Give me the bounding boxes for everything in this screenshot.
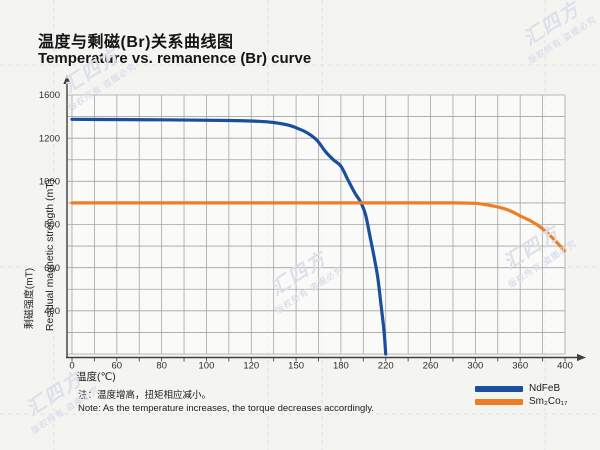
footnote-zh: 注：温度增高，扭矩相应减小。 — [78, 390, 212, 401]
svg-text:600: 600 — [44, 263, 60, 274]
svg-text:360: 360 — [512, 361, 528, 372]
legend-item-ndfeb: NdFeB — [475, 382, 567, 395]
y-axis-title-en: Residual magnetic strength (mT) — [44, 178, 56, 332]
svg-text:180: 180 — [333, 361, 349, 372]
chart-title-en: Temperature vs. remanence (Br) curve — [38, 50, 312, 67]
svg-text:260: 260 — [423, 361, 439, 372]
sm2co17-color-swatch — [475, 398, 523, 405]
legend-label-ndfeb: NdFeB — [529, 383, 561, 394]
ndfeb-color-swatch — [475, 385, 523, 392]
svg-text:400: 400 — [44, 306, 60, 317]
x-axis-title: 温度(℃) — [76, 371, 116, 383]
footnote-en: Note: As the temperature increases, the … — [78, 402, 375, 414]
svg-text:100: 100 — [199, 361, 215, 372]
svg-text:1000: 1000 — [39, 177, 60, 188]
svg-text:80: 80 — [156, 361, 167, 372]
svg-text:400: 400 — [557, 361, 573, 372]
svg-text:150: 150 — [288, 361, 304, 372]
chart-legend: NdFeB Sm₂Co₁₇ — [475, 382, 567, 408]
svg-text:1200: 1200 — [39, 133, 60, 144]
svg-text:220: 220 — [378, 361, 394, 372]
svg-text:800: 800 — [44, 220, 60, 231]
y-axis-title-zh: 剩磁强度(mT) — [24, 267, 36, 330]
svg-text:0: 0 — [69, 361, 74, 372]
svg-text:120: 120 — [243, 361, 259, 372]
svg-text:1600: 1600 — [39, 90, 60, 101]
svg-text:60: 60 — [112, 361, 123, 372]
svg-text:300: 300 — [467, 361, 483, 372]
legend-label-sm2co17: Sm₂Co₁₇ — [529, 396, 568, 407]
legend-item-sm2co17: Sm₂Co₁₇ — [475, 395, 567, 408]
footnote: 注：温度增高，扭矩相应减小。 Note: As the temperature … — [78, 390, 374, 415]
chart-title-zh: 温度与剩磁(Br)关系曲线图 — [38, 34, 234, 51]
